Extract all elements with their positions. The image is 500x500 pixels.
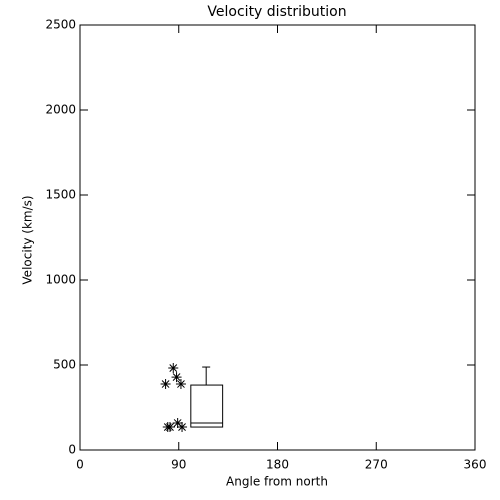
y-tick-label: 500 — [53, 358, 76, 372]
box — [190, 384, 224, 428]
y-tick-label: 1500 — [45, 188, 76, 202]
plot-frame — [79, 24, 476, 451]
x-tick-label: 90 — [171, 458, 186, 472]
x-tick-label: 0 — [76, 458, 84, 472]
y-tick-label: 2000 — [45, 103, 76, 117]
point — [171, 372, 182, 383]
point — [177, 422, 188, 433]
y-tick-label: 0 — [68, 443, 76, 457]
x-tick-label: 180 — [266, 458, 289, 472]
y-tick-label: 2500 — [45, 18, 76, 32]
chart-title: Velocity distribution — [207, 4, 346, 20]
x-tick-label: 360 — [464, 458, 487, 472]
point — [160, 379, 171, 390]
point — [172, 417, 183, 428]
point — [168, 363, 179, 374]
point — [175, 379, 186, 390]
y-tick-label: 1000 — [45, 273, 76, 287]
y-axis-label: Velocity (km/s) — [21, 195, 35, 284]
x-axis-label: Angle from north — [226, 475, 328, 489]
x-tick-label: 270 — [365, 458, 388, 472]
point — [164, 422, 175, 433]
